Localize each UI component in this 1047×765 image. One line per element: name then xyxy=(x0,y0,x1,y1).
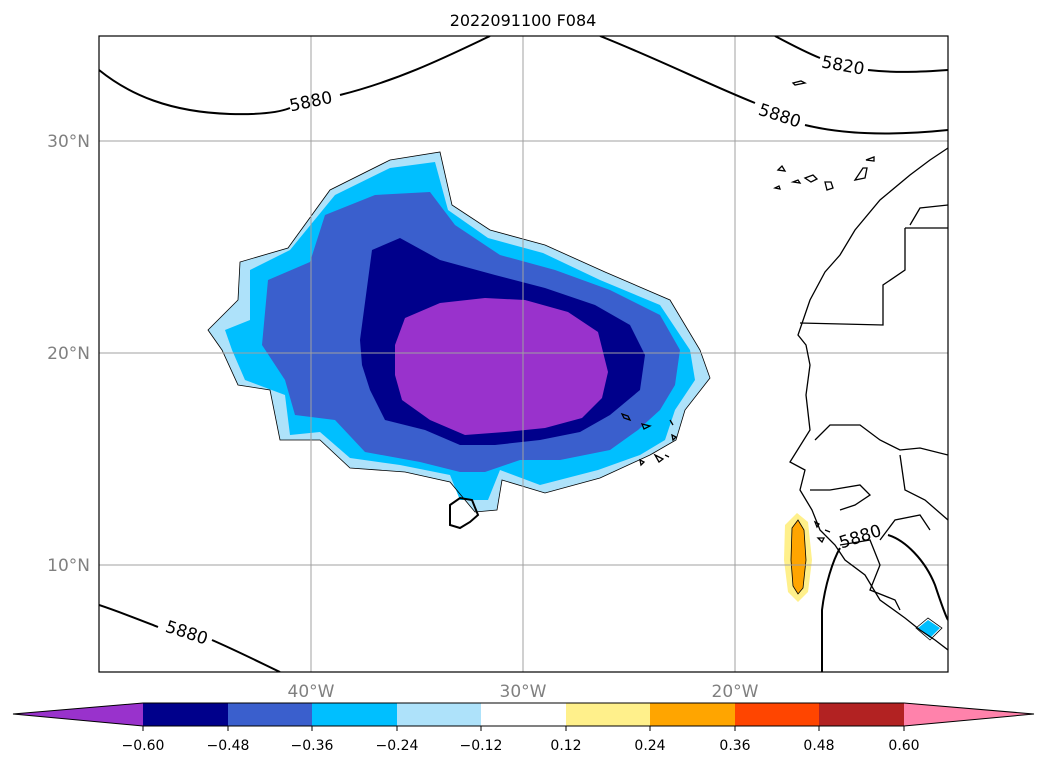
border-3 xyxy=(909,204,948,226)
anomaly-outline-positive xyxy=(790,519,807,595)
map-frame xyxy=(98,35,949,673)
lat-label-30N: 30°N xyxy=(47,132,90,152)
colorbar: −0.60 −0.48 −0.36 −0.24 −0.12 0.12 0.24 … xyxy=(12,702,1035,754)
colorbar-segment xyxy=(143,703,228,726)
colorbar-extend-low xyxy=(13,703,143,726)
coastlines xyxy=(620,80,948,651)
colorbar-tick-label: −0.24 xyxy=(376,738,419,754)
colorbar-segment xyxy=(566,703,650,726)
gridlines xyxy=(99,36,948,672)
contour-5820 xyxy=(774,36,948,73)
border-4 xyxy=(814,424,948,456)
colorbar-segment xyxy=(650,703,735,726)
colorbar-segment xyxy=(819,703,904,726)
colorbar-tick-label: −0.12 xyxy=(460,738,503,754)
anomaly-outline xyxy=(207,151,711,513)
longitude-labels: 40°W 30°W 20°W xyxy=(288,682,759,702)
border-6 xyxy=(810,484,872,511)
colorbar-tick-label: 0.12 xyxy=(550,738,581,754)
africa-coastline xyxy=(789,147,948,651)
colorbar-tick-label: −0.36 xyxy=(291,738,334,754)
cape-verde-islands xyxy=(620,412,678,467)
colorbar-tick-label: 0.36 xyxy=(719,738,750,754)
map-panel: 5880 5820 5880 5880 5880 xyxy=(99,36,948,672)
border-7 xyxy=(839,539,901,611)
anomaly-fill-small-lightblue xyxy=(915,617,943,641)
colorbar-extend-high xyxy=(904,703,1034,726)
lon-label-30W: 30°W xyxy=(500,682,547,702)
colorbar-tick-label: 0.60 xyxy=(888,738,919,754)
colorbar-tick-label: −0.48 xyxy=(207,738,250,754)
colorbar-tick-label: 0.48 xyxy=(803,738,834,754)
colorbar-segment xyxy=(397,703,481,726)
positive-anomaly-region xyxy=(784,513,943,641)
negative-anomaly-region xyxy=(207,151,711,513)
contour-closed-small xyxy=(449,496,480,530)
colorbar-segment xyxy=(735,703,819,726)
latitude-labels: 30°N 20°N 10°N xyxy=(47,132,90,576)
border-8 xyxy=(879,514,931,541)
lat-label-20N: 20°N xyxy=(47,344,90,364)
border-5 xyxy=(899,454,948,521)
contour-5880-southwest xyxy=(99,604,281,672)
colorbar-segment xyxy=(312,703,397,726)
contour-5880-north xyxy=(99,36,491,116)
colorbar-segment xyxy=(228,703,312,726)
map-title: 2022091100 F084 xyxy=(450,11,597,30)
canary-islands xyxy=(773,156,875,191)
lon-label-40W: 40°W xyxy=(288,682,335,702)
contour-5880-northeast xyxy=(599,36,948,135)
madeira xyxy=(791,80,807,86)
anomaly-fill-small-cyan xyxy=(918,620,940,638)
lon-label-20W: 20°W xyxy=(712,682,759,702)
colorbar-tick-label: 0.24 xyxy=(634,738,665,754)
anomaly-fill-purple xyxy=(395,298,608,435)
colorbar-segment xyxy=(481,703,566,726)
height-contours xyxy=(99,36,948,672)
colorbar-tick-labels: −0.60 −0.48 −0.36 −0.24 −0.12 0.12 0.24 … xyxy=(122,738,920,754)
border-2 xyxy=(799,228,906,326)
lat-label-10N: 10°N xyxy=(47,556,90,576)
colorbar-tick-label: −0.60 xyxy=(122,738,165,754)
anomaly-fill-orange xyxy=(791,520,806,594)
colorbar-ticks xyxy=(142,726,905,731)
small-islands xyxy=(813,520,831,544)
contour-5880-southeast xyxy=(821,534,948,672)
